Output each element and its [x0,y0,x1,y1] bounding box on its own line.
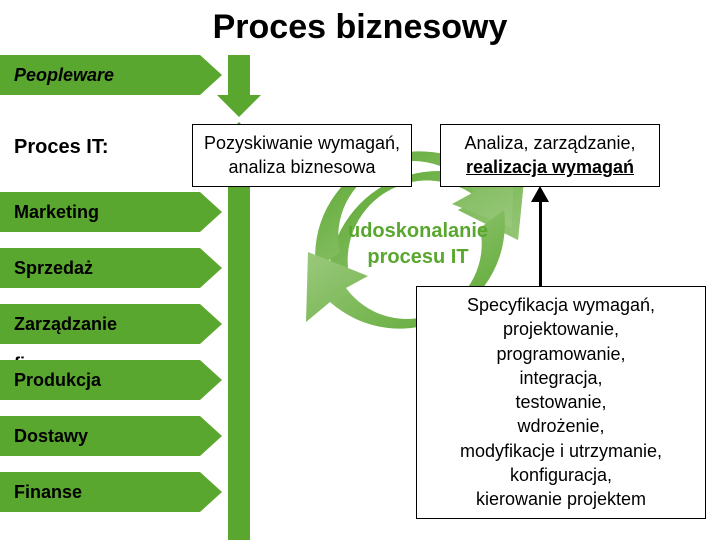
arrow-head-icon [200,248,222,288]
down-arrow-stem [228,55,250,95]
spec-line-0: Specyfikacja wymagań, [467,295,655,315]
arrow-head-icon [200,192,222,232]
up-arrow-stem [228,144,250,540]
box-requirements-acquisition: Pozyskiwanie wymagań, analiza biznesowa [192,124,412,187]
black-arrow-head-icon [531,186,549,202]
spec-line-4: testowanie, [515,392,606,412]
box-right-line1: Analiza, zarządzanie, [464,133,635,153]
box-left-line2: analiza biznesowa [228,157,375,177]
cycle-center-line2: procesu IT [367,246,468,268]
spec-line-5: wdrożenie, [517,416,604,436]
page-title: Proces biznesowy [0,8,720,47]
proces-it-label: Proces IT: [14,136,108,159]
spec-line-1: projektowanie, [503,319,619,339]
arrow-label: Produkcja [14,360,101,400]
arrow-head-icon [200,55,222,95]
down-arrow-head-icon [217,95,261,117]
arrow-head-icon [200,360,222,400]
arrow-head-icon [200,416,222,456]
arrow-label: Sprzedaż [14,248,93,288]
arrow-label: Finanse [14,472,82,512]
arrow-label: Peopleware [14,55,114,95]
cycle-center-label: udoskonalanie procesu IT [338,218,498,270]
black-arrow-line [539,202,542,286]
box-left-line1: Pozyskiwanie wymagań, [204,133,400,153]
spec-line-7: konfiguracja, [510,465,612,485]
arrow-label: Marketing [14,192,99,232]
spec-line-2: programowanie, [496,344,625,364]
spec-line-3: integracja, [519,368,602,388]
spec-line-6: modyfikacje i utrzymanie, [460,441,662,461]
spec-line-8: kierowanie projektem [476,489,646,509]
arrow-label: Zarządzanie firmą [14,304,117,344]
box-analysis-management: Analiza, zarządzanie, realizacja wymagań [440,124,660,187]
cycle-center-line1: udoskonalanie [348,220,488,242]
arrow-head-icon [200,472,222,512]
arrow-head-icon [200,304,222,344]
box-right-line2: realizacja wymagań [466,157,634,177]
box-specification: Specyfikacja wymagań, projektowanie, progr… [416,286,706,519]
arrow-label: Dostawy [14,416,88,456]
